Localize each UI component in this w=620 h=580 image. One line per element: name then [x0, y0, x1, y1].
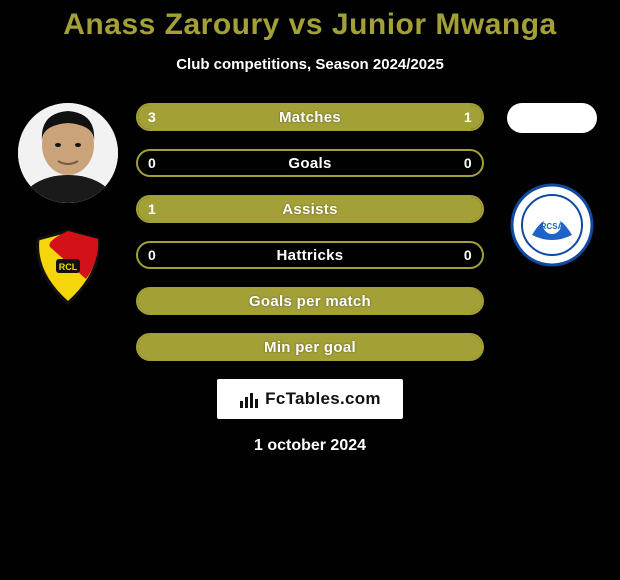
source-tag-label: FcTables.com [265, 389, 381, 409]
stat-bar: Min per goal [136, 333, 484, 361]
stat-bar: 0 Hattricks 0 [136, 241, 484, 269]
comparison-card: Anass Zaroury vs Junior Mwanga Club comp… [0, 0, 620, 455]
player-left-photo [18, 103, 118, 203]
stat-bar: 1 Assists [136, 195, 484, 223]
stat-bar: 0 Goals 0 [136, 149, 484, 177]
club-badge-circle-icon: RCSA [510, 183, 594, 267]
stat-label: Hattricks [277, 247, 344, 264]
main-row: RCL 3 Matches 1 0 Goals 0 1 Assists [0, 103, 620, 379]
svg-text:RCSA: RCSA [541, 222, 564, 231]
stat-label: Goals [288, 155, 331, 172]
stat-value-left: 1 [148, 201, 156, 217]
stat-label: Min per goal [264, 339, 356, 356]
svg-text:RCL: RCL [59, 262, 78, 272]
comparison-subtitle: Club competitions, Season 2024/2025 [0, 56, 620, 73]
stat-value-left: 0 [148, 247, 156, 263]
player-right-photo-placeholder [507, 103, 597, 133]
stat-label: Assists [282, 201, 337, 218]
stat-value-right: 0 [464, 247, 472, 263]
stat-value-left: 0 [148, 155, 156, 171]
stat-value-left: 3 [148, 109, 156, 125]
player-head-icon [18, 103, 118, 203]
right-player-column: RCSA [492, 103, 612, 267]
stat-value-right: 1 [464, 109, 472, 125]
player-right-club-badge: RCSA [510, 183, 594, 267]
player-left-club-badge: RCL [26, 225, 110, 309]
stat-bar: 3 Matches 1 [136, 103, 484, 131]
source-tag: FcTables.com [217, 379, 403, 419]
left-player-column: RCL [8, 103, 128, 309]
bar-chart-icon [239, 389, 259, 409]
comparison-title: Anass Zaroury vs Junior Mwanga [0, 8, 620, 42]
stat-label: Goals per match [249, 293, 371, 310]
club-badge-shield-icon: RCL [26, 225, 110, 309]
stat-value-right: 0 [464, 155, 472, 171]
date-line: 1 october 2024 [0, 437, 620, 455]
stat-bar: Goals per match [136, 287, 484, 315]
stats-column: 3 Matches 1 0 Goals 0 1 Assists 0 Hattri… [128, 103, 492, 379]
stat-label: Matches [279, 109, 341, 126]
